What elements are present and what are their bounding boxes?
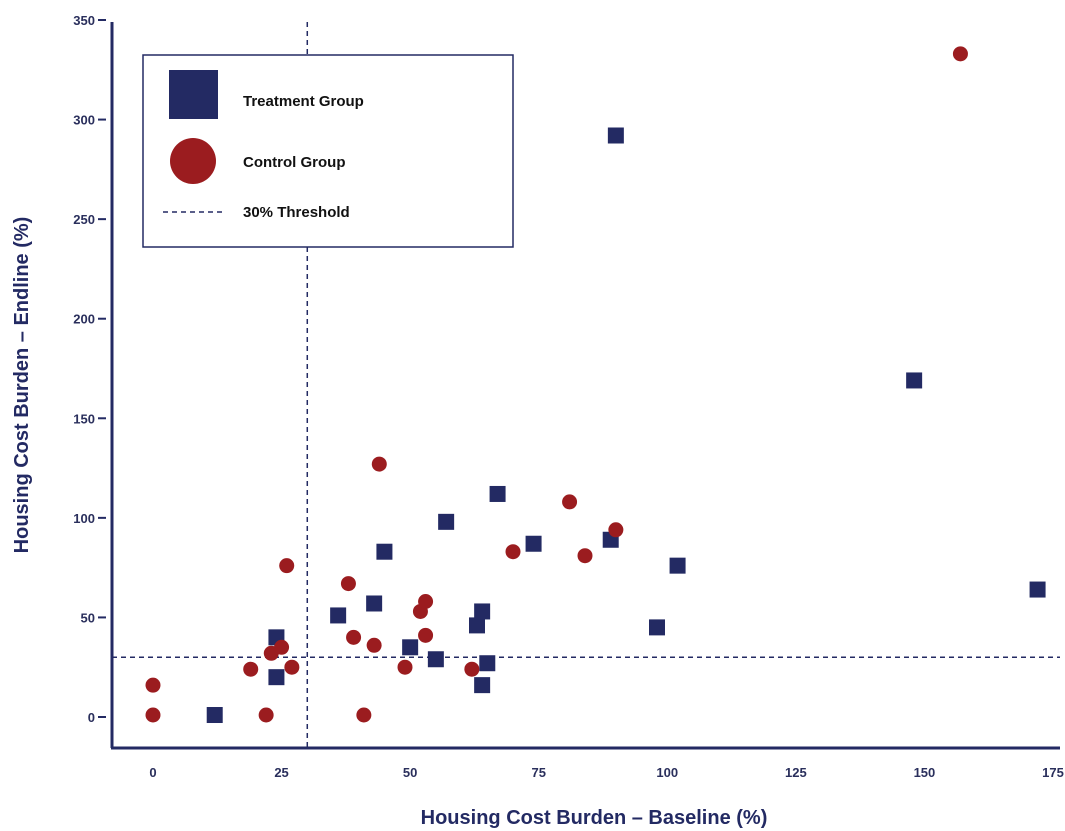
y-tick-label: 350: [73, 13, 95, 28]
legend-control-marker: [170, 138, 216, 184]
treatment-point: [479, 655, 496, 672]
y-tick-label: 50: [81, 610, 95, 625]
control-point: [505, 544, 521, 560]
y-tick-label: 200: [73, 312, 95, 327]
x-tick-label: 125: [785, 765, 807, 780]
control-point: [279, 558, 295, 574]
treatment-point: [438, 513, 455, 530]
control-point: [952, 46, 968, 62]
treatment-point: [649, 619, 665, 636]
control-point: [284, 659, 300, 675]
control-point: [577, 548, 593, 564]
treatment-point: [469, 617, 485, 634]
y-axis-title: Housing Cost Burden – Endline (%): [11, 217, 33, 554]
control-point: [371, 456, 387, 472]
legend-threshold-label: 30% Threshold: [243, 204, 350, 221]
x-axis-title: Housing Cost Burden – Baseline (%): [421, 807, 768, 829]
control-point: [145, 677, 161, 693]
treatment-point: [525, 535, 542, 552]
control-point: [356, 707, 372, 723]
treatment-point: [669, 557, 686, 574]
control-point: [274, 639, 290, 655]
x-tick-label: 150: [914, 765, 936, 780]
treatment-point: [474, 677, 491, 694]
y-tick-labels: 0 50 100 150 200 250 300 350: [73, 13, 106, 725]
y-tick-label: 100: [73, 511, 95, 526]
y-tick-label: 300: [73, 113, 95, 128]
treatment-point: [489, 485, 506, 502]
control-point: [243, 661, 259, 677]
control-point: [258, 707, 274, 723]
control-point: [464, 661, 480, 677]
x-tick-label: 25: [274, 765, 288, 780]
control-point: [418, 593, 434, 609]
treatment-point: [376, 543, 393, 560]
x-tick-label: 75: [531, 765, 545, 780]
treatment-point: [206, 707, 223, 724]
control-point: [346, 629, 362, 645]
legend-treatment-marker: [169, 70, 218, 119]
treatment-point: [1029, 581, 1046, 598]
legend-treatment-label: Treatment Group: [243, 93, 364, 110]
x-tick-label: 50: [403, 765, 417, 780]
axes: [110, 22, 1060, 750]
treatment-point: [402, 639, 419, 656]
control-point: [397, 659, 413, 675]
x-tick-label: 175: [1042, 765, 1064, 780]
legend: Treatment Group Control Group 30% Thresh…: [142, 54, 514, 248]
treatment-point: [268, 669, 285, 686]
control-point: [145, 707, 161, 723]
x-tick-label: 0: [149, 765, 156, 780]
treatment-point: [474, 603, 491, 620]
control-point: [418, 627, 434, 643]
control-point: [366, 637, 382, 653]
treatment-point: [427, 651, 444, 668]
x-tick-labels: 0 25 50 75 100 125 150 175: [149, 765, 1063, 780]
data-points: [145, 46, 1046, 724]
control-point: [562, 494, 578, 510]
control-point: [340, 576, 356, 592]
treatment-point: [330, 607, 347, 624]
y-tick-label: 250: [73, 212, 95, 227]
y-tick-label: 150: [73, 411, 95, 426]
treatment-point: [906, 372, 923, 389]
legend-control-label: Control Group: [243, 154, 345, 171]
x-tick-label: 100: [656, 765, 678, 780]
treatment-point: [607, 127, 624, 144]
y-tick-label: 0: [88, 710, 95, 725]
treatment-point: [366, 595, 383, 612]
control-point: [608, 522, 624, 538]
